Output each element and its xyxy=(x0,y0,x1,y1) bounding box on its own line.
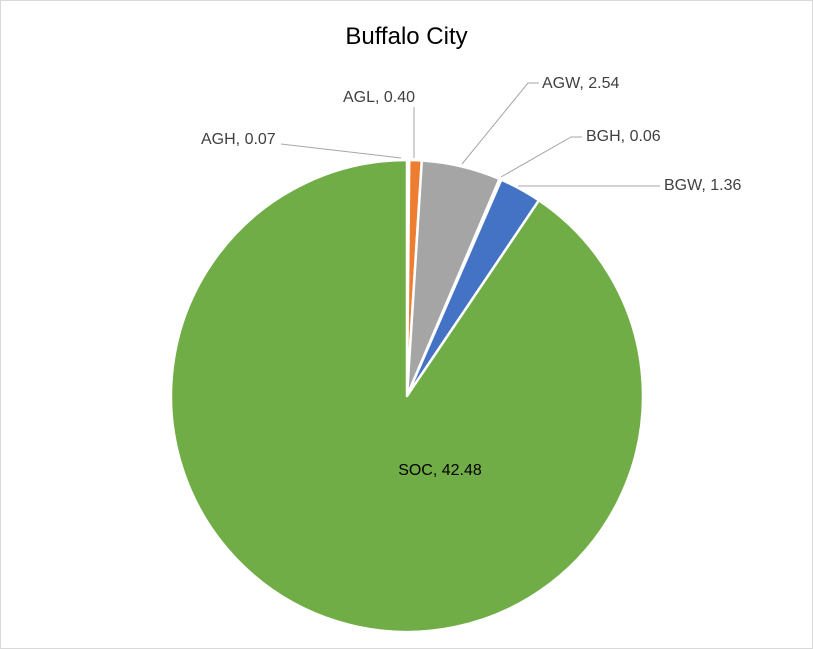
data-label-bgw: BGW, 1.36 xyxy=(664,177,741,194)
leader-line-agw xyxy=(461,82,539,165)
leader-line-bgh xyxy=(500,136,582,178)
data-label-agl: AGL, 0.40 xyxy=(343,89,415,106)
pie-slice-soc xyxy=(169,158,645,634)
data-label-agh: AGH, 0.07 xyxy=(201,131,276,148)
data-label-agw: AGW, 2.54 xyxy=(542,75,619,92)
leader-line-agh xyxy=(280,143,402,159)
data-label-soc: SOC, 42.48 xyxy=(398,462,482,479)
data-label-bgh: BGH, 0.06 xyxy=(586,128,661,145)
chart-title: Buffalo City xyxy=(345,23,468,50)
